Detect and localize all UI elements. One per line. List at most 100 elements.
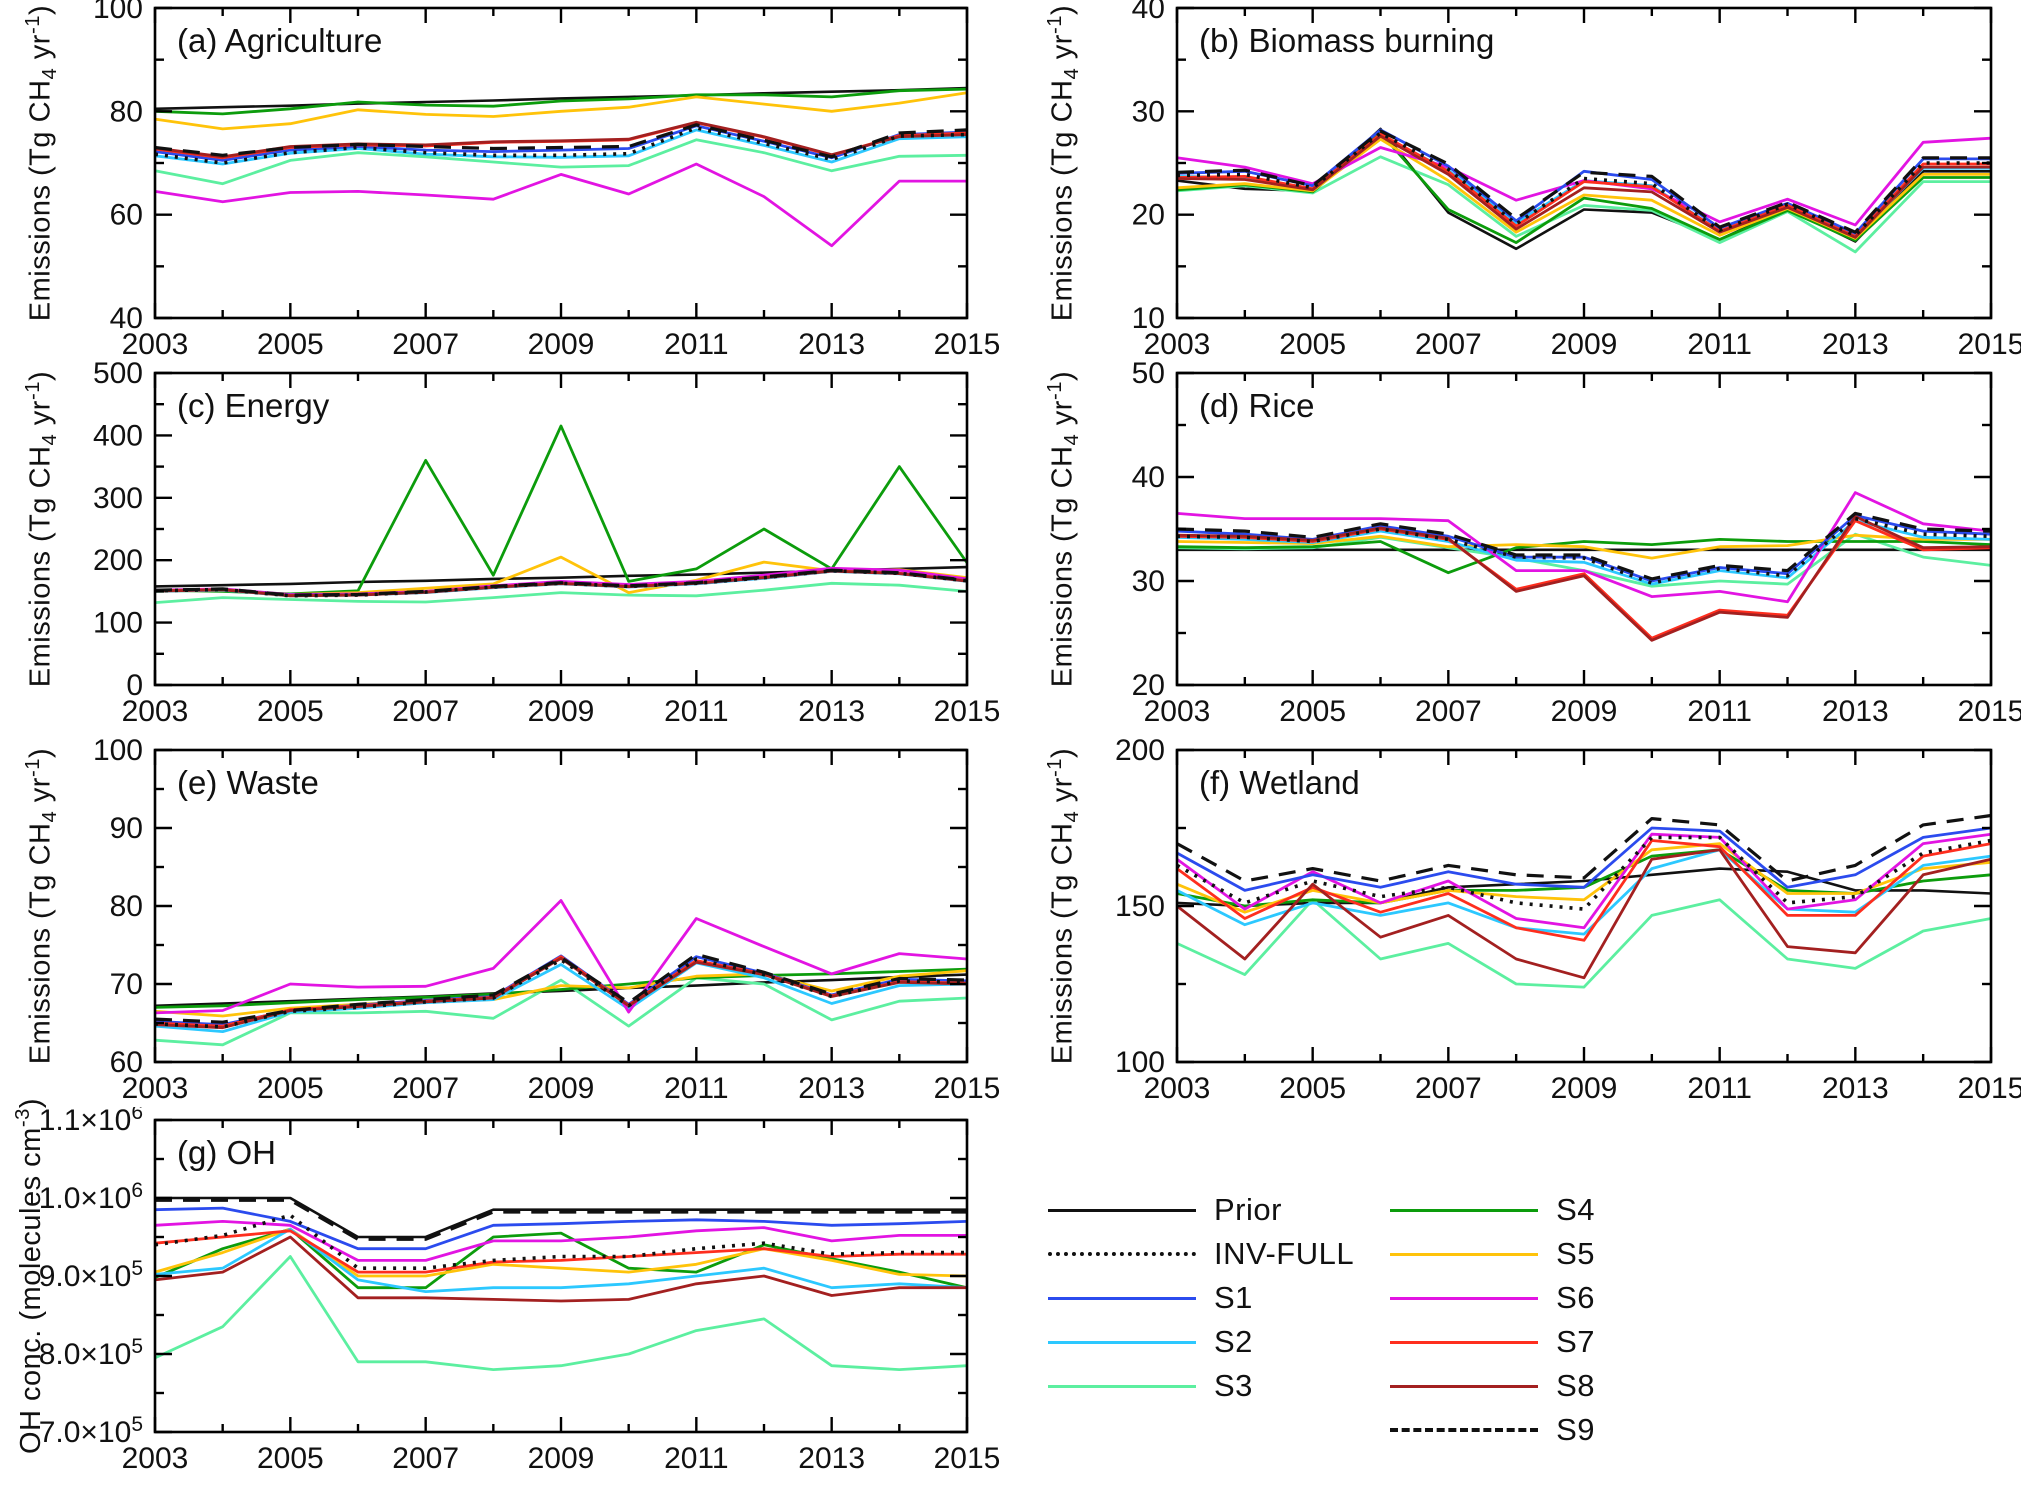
legend-line-sample-INV-FULL [1048, 1252, 1196, 1256]
series-S6 [154, 899, 968, 1015]
legend-label-S8: S8 [1556, 1368, 1596, 1403]
y-tick-label: 1.1×106​ [39, 1107, 143, 1137]
legend-label-S4: S4 [1556, 1192, 1596, 1227]
x-tick-label: 2007 [392, 695, 459, 728]
panel-d-rice: 2003 2005 2007 2009 2011 2013 2015 20 30 40 50 (d) … [1132, 360, 2021, 728]
panel-c-energy: 2003 2005 2007 2009 2011 2013 2015 0 100 200 300 40… [93, 360, 1000, 728]
y-tick-label: 30 [1132, 565, 1165, 598]
y-tick-label: 20 [1132, 199, 1165, 232]
x-tick-label: 2003 [1144, 695, 1211, 728]
y-axis-label-g: OH conc. (molecules cm-3) [12, 1097, 47, 1455]
legend-label-S7: S7 [1556, 1324, 1596, 1359]
series-INV-FULL [154, 1213, 967, 1270]
legend-label-S1: S1 [1214, 1280, 1253, 1315]
series-S9 [154, 123, 968, 159]
y-tick-label: 30 [1132, 95, 1165, 128]
series-lines-a [154, 86, 968, 248]
panel-g-oh: 2003 2005 2007 2009 2011 2013 2015 7.0×105​ 8.0×… [39, 1107, 1001, 1475]
legend-label-S3: S3 [1214, 1368, 1253, 1403]
legend-label-S9: S9 [1556, 1412, 1596, 1447]
series-S6 [1176, 832, 1992, 930]
x-tick-label: 2013 [798, 695, 865, 728]
x-tick-label: 2013 [1822, 328, 1889, 360]
x-tick-label: 2005 [257, 1072, 324, 1105]
panel-title-b: (b) Biomass burning [1199, 22, 1494, 59]
panel-b-biomass-burning: 2003 2005 2007 2009 2011 2013 2015 10 20 30 40 (b) … [1132, 0, 2021, 360]
legend-item-S8: S8 [1390, 1364, 1595, 1408]
series-S3 [1176, 898, 1992, 989]
x-tick-label: 2015 [934, 328, 1001, 360]
series-S8 [154, 120, 968, 159]
legend-item-S3: S3 [1048, 1364, 1354, 1408]
series-S8 [1176, 848, 1992, 980]
legend-item-Prior: Prior [1048, 1188, 1354, 1232]
x-tick-label: 2003 [122, 695, 189, 728]
series-S5 [1176, 842, 1992, 914]
legend-label-S2: S2 [1214, 1324, 1253, 1359]
y-tick-label: 100 [93, 607, 143, 640]
x-tick-label: 2003 [122, 328, 189, 360]
legend: Prior INV-FULL S1 S2 S3 S4 S5 S6 S7 S8 S9 [1048, 1188, 1808, 1452]
series-S9 [155, 1198, 967, 1241]
y-tick-label: 1.0×106​ [39, 1179, 143, 1215]
legend-line-sample-S6 [1390, 1296, 1539, 1300]
legend-line-sample-S7 [1390, 1340, 1539, 1344]
series-S8 [154, 1235, 967, 1303]
legend-label-INV-FULL: INV-FULL [1214, 1236, 1355, 1271]
x-tick-label: 2013 [1822, 1072, 1889, 1105]
legend-column: Prior INV-FULL S1 S2 S3 [1048, 1188, 1354, 1452]
x-tick-label: 2009 [528, 1442, 595, 1475]
series-S8 [1176, 515, 1992, 642]
series-lines-c [154, 424, 968, 604]
x-tick-label: 2015 [934, 1072, 1001, 1105]
series-S6 [154, 1220, 967, 1262]
legend-line-sample-S8 [1390, 1384, 1539, 1388]
series-S7 [1176, 839, 1992, 942]
legend-line-sample-S2 [1048, 1340, 1196, 1344]
x-tick-label: 2015 [1958, 1072, 2021, 1105]
legend-item-INV-FULL: INV-FULL [1048, 1232, 1354, 1276]
y-tick-label: 300 [93, 482, 143, 515]
y-tick-label: 500 [93, 360, 143, 390]
x-tick-label: 2005 [1279, 695, 1346, 728]
series-S3 [154, 581, 968, 604]
x-tick-label: 2011 [1687, 328, 1752, 360]
series-Prior [154, 973, 968, 1008]
x-tick-label: 2007 [1415, 328, 1482, 360]
x-tick-label: 2005 [257, 328, 324, 360]
x-tick-label: 2013 [798, 1442, 865, 1475]
y-tick-label: 7.0×105​ [39, 1413, 143, 1449]
series-S9 [1176, 511, 1992, 581]
series-S9 [1176, 129, 1991, 234]
series-S7 [1176, 132, 1991, 238]
panel-title-c: (c) Energy [177, 387, 330, 424]
y-axis-label-e: Emissions (Tg CH4 yr-1) [21, 747, 62, 1065]
x-tick-label: 2013 [798, 1072, 865, 1105]
y-axis-label-c: Emissions (Tg CH4 yr-1) [21, 370, 62, 688]
x-tick-label: 2009 [1551, 695, 1618, 728]
y-tick-label: 40 [110, 302, 143, 335]
series-lines-f [1176, 813, 1992, 989]
legend-line-sample-Prior [1048, 1208, 1196, 1212]
legend-item-S5: S5 [1390, 1232, 1595, 1276]
panel-a-agriculture: 2003 2005 2007 2009 2011 2013 2015 40 60 80 100 (a)… [93, 0, 1001, 360]
panel-title-g: (g) OH [177, 1134, 276, 1171]
x-tick-label: 2011 [664, 1072, 729, 1105]
y-tick-label: 400 [93, 419, 143, 452]
x-tick-label: 2011 [1687, 1072, 1752, 1105]
series-INV-FULL [1176, 516, 1992, 585]
panel-e-waste: 2003 2005 2007 2009 2011 2013 2015 60 70 80 90 100 (… [93, 737, 1001, 1105]
x-tick-label: 2007 [392, 1072, 459, 1105]
x-tick-label: 2007 [1415, 1072, 1482, 1105]
series-S9 [154, 568, 968, 597]
x-tick-label: 2009 [1551, 328, 1618, 360]
series-S8 [154, 956, 968, 1030]
x-tick-label: 2007 [1415, 695, 1482, 728]
x-tick-label: 2005 [1279, 328, 1346, 360]
series-S6 [154, 162, 967, 248]
y-tick-label: 9.0×105​ [39, 1257, 143, 1293]
series-S3 [154, 1255, 968, 1372]
y-tick-label: 80 [110, 890, 143, 923]
series-S1 [154, 1206, 968, 1251]
y-tick-label: 40 [1132, 0, 1165, 25]
